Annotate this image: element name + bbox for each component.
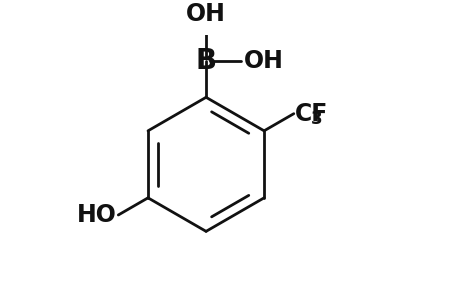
Text: OH: OH — [186, 2, 226, 26]
Text: HO: HO — [77, 203, 117, 227]
Text: 3: 3 — [311, 110, 323, 128]
Text: B: B — [195, 47, 217, 75]
Text: OH: OH — [244, 49, 283, 73]
Text: CF: CF — [295, 102, 328, 126]
